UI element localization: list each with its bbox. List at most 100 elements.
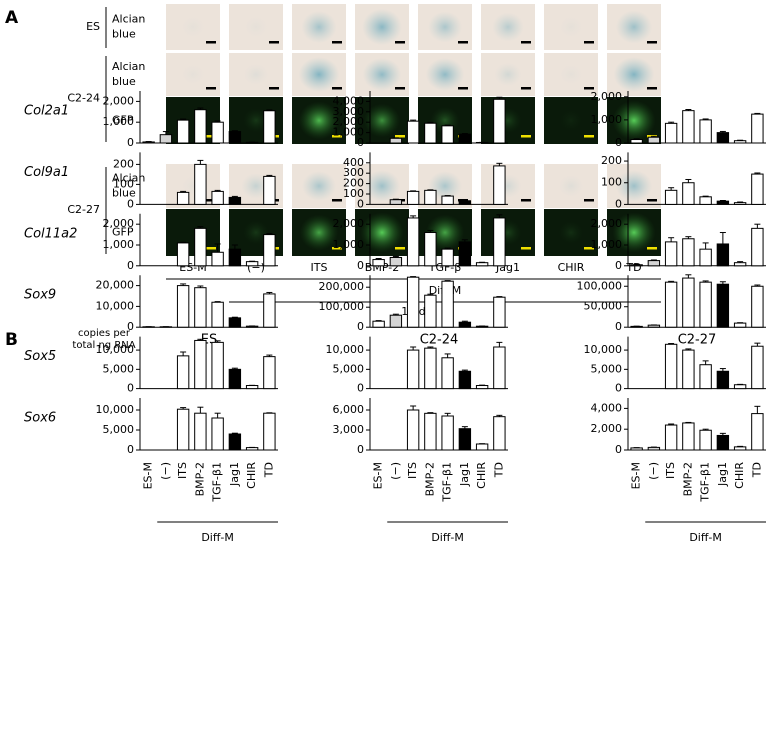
y-tick-label: 0 bbox=[127, 320, 134, 333]
y-tick-label: 200,000 bbox=[319, 280, 365, 293]
bar bbox=[475, 385, 489, 390]
row-label: ES bbox=[86, 20, 100, 33]
scale-bar bbox=[395, 135, 405, 138]
y-unit: total ng RNA bbox=[72, 340, 135, 351]
bar bbox=[682, 277, 695, 328]
y-tick-label: 300 bbox=[343, 166, 364, 179]
bar bbox=[441, 280, 454, 328]
bar bbox=[699, 248, 712, 267]
stain bbox=[615, 10, 653, 44]
bar bbox=[475, 325, 489, 328]
y-tick-label: 2,000 bbox=[591, 217, 623, 230]
bar bbox=[647, 260, 661, 267]
panel-label: B bbox=[5, 330, 18, 350]
bar bbox=[406, 190, 420, 205]
bar bbox=[493, 217, 506, 267]
bar bbox=[475, 262, 489, 267]
scale-bar bbox=[647, 199, 657, 202]
y-tick-label: 5,000 bbox=[103, 423, 135, 436]
y-tick-label: 0 bbox=[357, 382, 364, 395]
bar bbox=[228, 433, 242, 451]
bar bbox=[176, 119, 190, 144]
bar bbox=[406, 409, 420, 451]
gene-label: Sox6 bbox=[24, 411, 56, 426]
bar bbox=[733, 322, 747, 328]
stain bbox=[244, 16, 268, 38]
bar bbox=[647, 324, 661, 328]
row-label: C2-27 bbox=[67, 203, 100, 216]
y-tick-label: 200 bbox=[601, 154, 622, 167]
bar bbox=[733, 262, 747, 267]
bar bbox=[716, 132, 730, 144]
scale-bar bbox=[458, 41, 468, 44]
y-tick-label: 1,000 bbox=[103, 238, 135, 251]
bar bbox=[194, 109, 207, 144]
bar bbox=[647, 446, 661, 451]
bar bbox=[682, 422, 695, 451]
bar bbox=[699, 429, 712, 451]
bar bbox=[211, 341, 224, 390]
stain bbox=[612, 100, 656, 141]
group-label: Diff-M bbox=[431, 531, 464, 544]
bar bbox=[406, 120, 420, 144]
column-title: C2-27 bbox=[678, 333, 717, 348]
y-tick-label: 0 bbox=[615, 443, 622, 456]
scale-bar bbox=[206, 135, 216, 138]
stain bbox=[242, 220, 270, 245]
x-tick-label: (−) bbox=[159, 462, 172, 480]
bar bbox=[194, 163, 207, 205]
y-tick-label: 2,000 bbox=[591, 90, 623, 103]
y-tick-label: 6,000 bbox=[333, 403, 365, 416]
bar bbox=[630, 447, 643, 451]
bar bbox=[458, 370, 472, 390]
bar bbox=[211, 190, 224, 205]
bar bbox=[245, 447, 259, 451]
bar bbox=[664, 281, 678, 328]
scale-bar bbox=[521, 135, 531, 138]
stain bbox=[612, 212, 656, 253]
bar bbox=[751, 227, 764, 267]
x-tick-label: TD bbox=[262, 462, 275, 478]
x-tick-label: ITS bbox=[176, 462, 189, 479]
x-tick-label: TGF-β1 bbox=[441, 462, 454, 503]
stain bbox=[299, 214, 339, 251]
scale-bar bbox=[395, 41, 405, 44]
y-tick-label: 200 bbox=[343, 177, 364, 190]
stain bbox=[243, 63, 269, 86]
column-label: ITS bbox=[311, 261, 328, 274]
bar bbox=[751, 113, 764, 144]
y-tick-label: 2,000 bbox=[333, 115, 365, 128]
bar bbox=[751, 285, 764, 328]
bar bbox=[664, 189, 678, 205]
x-tick-label: BMP-2 bbox=[193, 462, 206, 496]
scale-bar bbox=[269, 41, 279, 44]
gene-label: Sox9 bbox=[24, 288, 56, 303]
bar bbox=[159, 134, 173, 144]
bar bbox=[682, 349, 695, 390]
stain-label: blue bbox=[112, 75, 136, 88]
y-tick-label: 400 bbox=[343, 156, 364, 169]
stain bbox=[181, 16, 205, 38]
bar bbox=[245, 261, 259, 267]
row-label: C2-24 bbox=[67, 92, 100, 105]
bar bbox=[372, 320, 385, 328]
group-label: Diff-M bbox=[689, 531, 722, 544]
y-tick-label: 0 bbox=[357, 259, 364, 272]
y-tick-label: 0 bbox=[615, 382, 622, 395]
scale-bar bbox=[206, 87, 216, 90]
stain bbox=[362, 58, 402, 91]
panel-label: A bbox=[5, 8, 19, 28]
bar bbox=[406, 276, 420, 328]
bar bbox=[699, 196, 712, 205]
scale-bar bbox=[332, 199, 342, 202]
bar bbox=[389, 199, 403, 205]
scale-bar bbox=[332, 87, 342, 90]
scale-bar bbox=[332, 41, 342, 44]
bar bbox=[733, 140, 747, 144]
bar bbox=[424, 189, 437, 205]
y-tick-label: 5,000 bbox=[103, 362, 135, 375]
bar bbox=[176, 285, 190, 328]
bar bbox=[493, 296, 506, 328]
gene-label: Col11a2 bbox=[24, 226, 77, 241]
bar bbox=[228, 131, 242, 144]
